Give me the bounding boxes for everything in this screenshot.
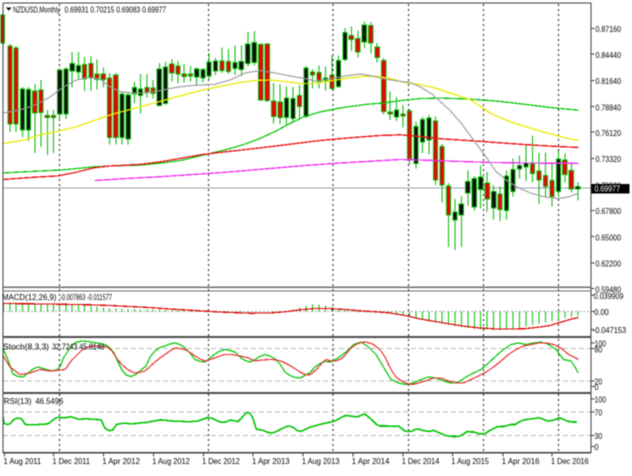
- svg-text:0.87160: 0.87160: [596, 25, 622, 34]
- svg-text:0.00: 0.00: [594, 308, 609, 317]
- svg-text:1 Aug 2011: 1 Aug 2011: [4, 457, 42, 466]
- svg-text:46.5496: 46.5496: [35, 397, 63, 406]
- svg-text:0: 0: [595, 383, 599, 392]
- svg-text:1 Apr 2013: 1 Apr 2013: [252, 457, 290, 466]
- svg-text:1 Dec 2016: 1 Dec 2016: [551, 457, 589, 466]
- svg-text:1 Apr 2014: 1 Apr 2014: [352, 457, 390, 466]
- svg-text:-0.007863 -0.011577: -0.007863 -0.011577: [60, 293, 112, 302]
- svg-text:RSI(13): RSI(13): [4, 397, 32, 406]
- svg-text:0.73320: 0.73320: [596, 155, 622, 164]
- svg-text:0.76120: 0.76120: [596, 129, 622, 138]
- svg-text:1 Apr 2016: 1 Apr 2016: [502, 457, 540, 466]
- svg-text:Stoch(8,3,3): Stoch(8,3,3): [3, 343, 49, 352]
- svg-text:100: 100: [595, 340, 607, 349]
- svg-text:MACD(12,26,9): MACD(12,26,9): [2, 293, 57, 302]
- svg-text:0.039909: 0.039909: [594, 292, 624, 301]
- svg-text:100: 100: [595, 396, 607, 405]
- svg-text:0.67800: 0.67800: [596, 207, 622, 216]
- svg-text:0.69931 0.70215 0.69083 0.6997: 0.69931 0.70215 0.69083 0.69977: [65, 6, 167, 15]
- svg-text:20: 20: [595, 378, 603, 387]
- svg-text:0.59480: 0.59480: [596, 285, 622, 294]
- svg-text:0: 0: [595, 443, 599, 452]
- svg-text:0.84440: 0.84440: [596, 51, 622, 60]
- svg-text:1 Dec 2014: 1 Dec 2014: [402, 457, 440, 466]
- svg-text:0.62200: 0.62200: [596, 260, 622, 269]
- svg-text:30: 30: [595, 432, 603, 441]
- svg-text:0.78840: 0.78840: [596, 103, 622, 112]
- svg-text:32.7243 45.8148: 32.7243 45.8148: [52, 343, 105, 352]
- svg-text:1 Aug 2012: 1 Aug 2012: [152, 457, 190, 466]
- svg-text:1 Aug 2015: 1 Aug 2015: [451, 457, 489, 466]
- svg-text:70: 70: [595, 409, 603, 418]
- svg-text:-0.047153: -0.047153: [593, 326, 627, 335]
- svg-text:0.81640: 0.81640: [596, 77, 622, 86]
- svg-text:0.69977: 0.69977: [595, 185, 621, 194]
- svg-text:1 Dec 2011: 1 Dec 2011: [52, 457, 90, 466]
- svg-text:80: 80: [595, 345, 603, 354]
- svg-text:1 Aug 2013: 1 Aug 2013: [302, 457, 340, 466]
- svg-text:1 Dec 2012: 1 Dec 2012: [202, 457, 240, 466]
- svg-text:0.65000: 0.65000: [596, 233, 622, 242]
- svg-text:1 Apr 2012: 1 Apr 2012: [102, 457, 140, 466]
- svg-text:NZDUSD,Monthly: NZDUSD,Monthly: [13, 6, 60, 15]
